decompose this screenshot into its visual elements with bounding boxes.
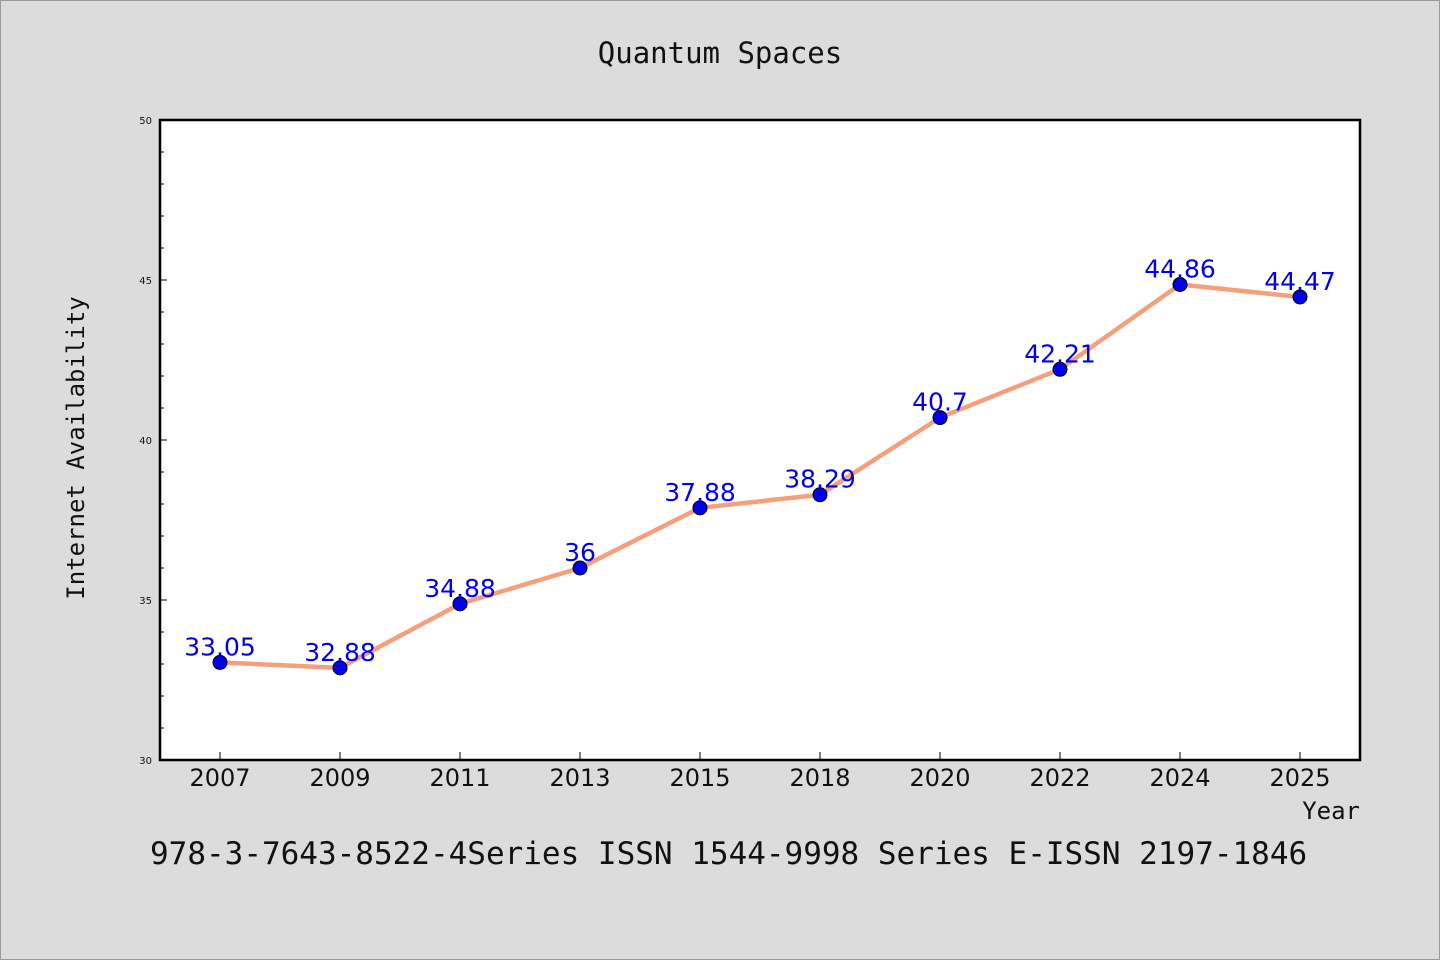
- x-axis: 2007 2009 2011 2013 2015 2018 2020 2022 2024 2025: [189, 752, 1331, 792]
- x-tick-label: 2015: [669, 764, 730, 792]
- x-axis-label: Year: [1302, 797, 1360, 825]
- data-label: 34.88: [424, 574, 496, 603]
- data-label: 37.88: [664, 478, 736, 507]
- y-tick-label: 50: [139, 116, 152, 127]
- y-axis: 30 35 40 45 50: [139, 116, 167, 767]
- chart-title: Quantum Spaces: [598, 36, 842, 70]
- data-point: [1052, 361, 1068, 377]
- y-axis-label: Internet Availability: [62, 296, 90, 599]
- series-line: [217, 282, 1303, 671]
- data-point: [212, 654, 228, 670]
- x-tick-label: 2018: [789, 764, 850, 792]
- x-tick-label: 2009: [309, 764, 370, 792]
- data-label: 42.21: [1024, 339, 1096, 368]
- data-point: [692, 500, 708, 516]
- y-tick-label: 40: [139, 436, 152, 447]
- data-label: 33.05: [184, 632, 256, 661]
- data-point: [332, 660, 348, 676]
- x-tick-label: 2007: [189, 764, 250, 792]
- data-point: [1172, 276, 1188, 292]
- data-label: 40.7: [912, 388, 968, 417]
- data-point: [1292, 289, 1308, 305]
- data-label: 38.29: [784, 465, 856, 494]
- y-tick-label: 45: [139, 276, 152, 287]
- x-tick-label: 2024: [1149, 764, 1210, 792]
- data-point: [932, 410, 948, 426]
- footer-isbn-text: 978-3-7643-8522-4Series ISSN 1544-9998 S…: [150, 836, 1307, 872]
- y-tick-label: 35: [139, 596, 152, 607]
- data-point: [812, 487, 828, 503]
- data-point: [572, 560, 588, 576]
- data-point: [452, 596, 468, 612]
- series-line-group: [217, 282, 1303, 671]
- data-label: 44.86: [1144, 254, 1216, 283]
- plot-area: [158, 118, 1362, 762]
- data-label: 36: [564, 538, 596, 567]
- x-tick-label: 2011: [429, 764, 490, 792]
- x-tick-label: 2022: [1029, 764, 1090, 792]
- x-tick-label: 2025: [1269, 764, 1330, 792]
- x-tick-label: 2013: [549, 764, 610, 792]
- data-labels-group: 33.05 32.88 34.88 36 37.88 38.29 40.7 42.21 44.8…: [184, 254, 1336, 666]
- series-points-group: [212, 276, 1308, 676]
- y-tick-label: 30: [139, 756, 152, 767]
- data-label: 32.88: [304, 638, 376, 667]
- data-label: 44.47: [1264, 267, 1336, 296]
- x-tick-label: 2020: [909, 764, 970, 792]
